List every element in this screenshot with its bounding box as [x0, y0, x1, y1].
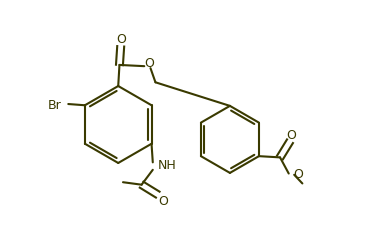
Text: NH: NH: [158, 159, 177, 172]
Text: O: O: [286, 128, 296, 141]
Text: O: O: [293, 167, 303, 180]
Text: Br: Br: [47, 98, 61, 111]
Text: O: O: [116, 33, 125, 46]
Text: O: O: [158, 194, 168, 207]
Text: O: O: [144, 57, 154, 70]
